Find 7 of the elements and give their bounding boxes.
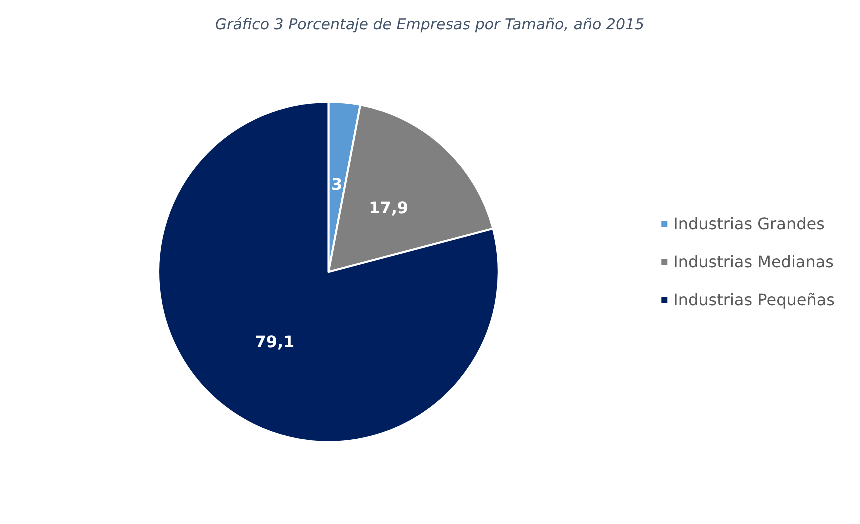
data-label: 17,9	[369, 198, 409, 218]
legend-label: Industrias Grandes	[674, 214, 825, 234]
legend-label: Industrias Medianas	[674, 252, 834, 272]
chart-title: Gráfico 3 Porcentaje de Empresas por Tamaño, año 2015	[215, 16, 645, 34]
data-label: 79,1	[255, 332, 295, 352]
legend-label: Industrias Pequeñas	[674, 290, 835, 310]
data-label: 3	[331, 174, 343, 194]
